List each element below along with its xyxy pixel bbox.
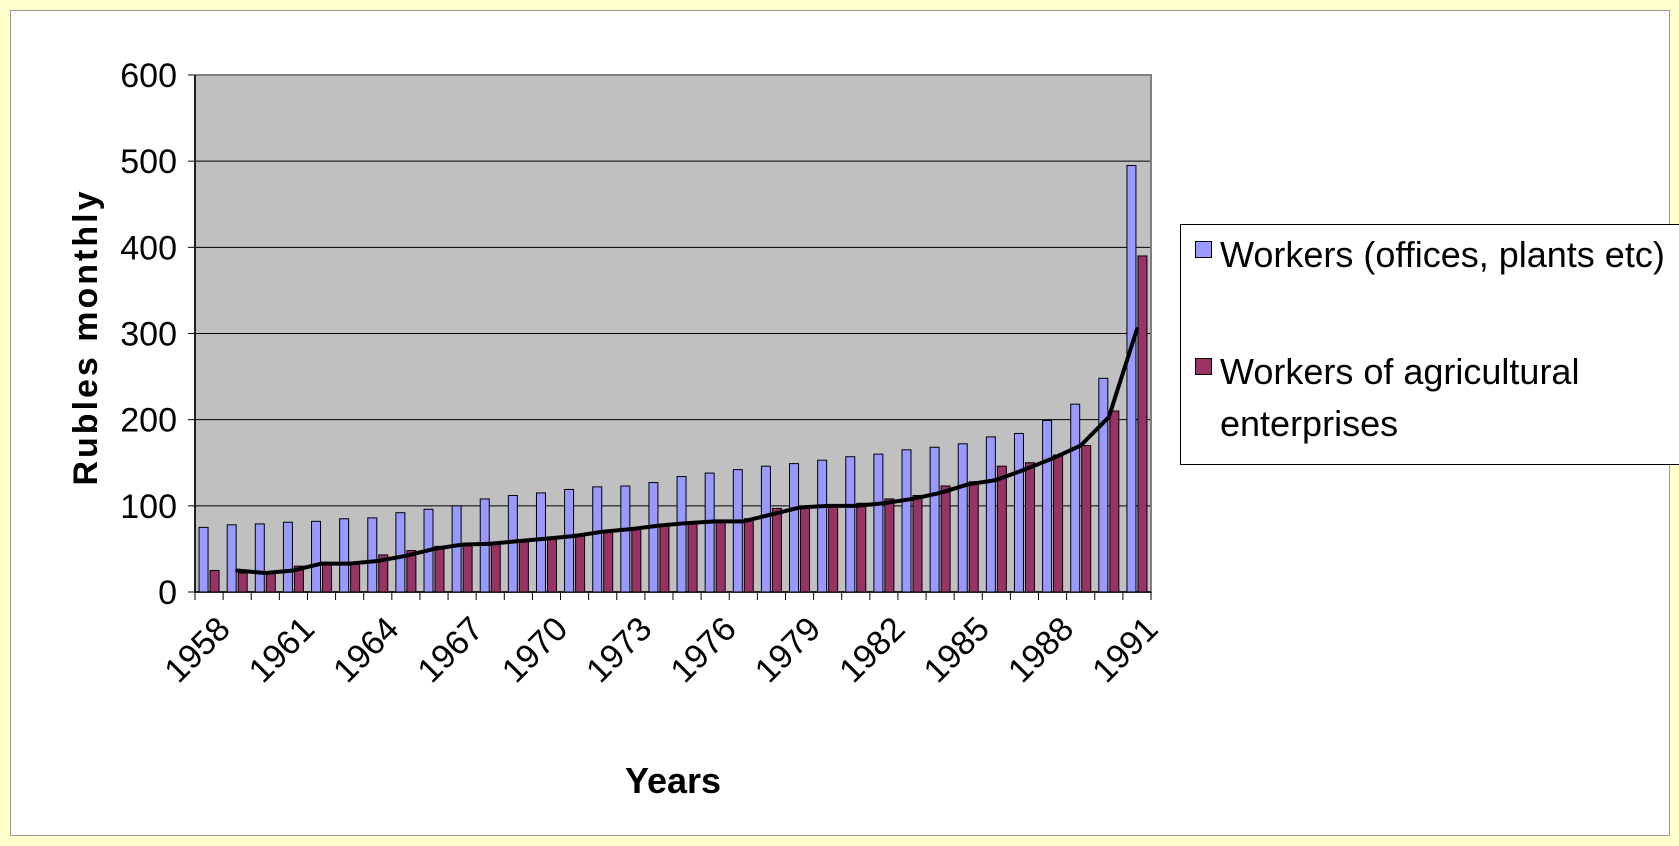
bar-agricultural [659,525,670,593]
x-tick-label: 1964 [326,610,406,690]
y-tick-label: 500 [120,143,177,181]
bar-workers [845,456,856,593]
bar-agricultural [237,572,248,593]
x-tick-label: 1967 [410,610,490,690]
bar-agricultural [378,554,389,593]
bar-agricultural [1081,445,1092,593]
bar-workers [592,486,603,593]
bar-workers [901,449,912,593]
bar-workers [1098,377,1109,593]
bar-agricultural [1109,410,1120,593]
bar-workers [535,492,546,593]
legend-label-workers: Workers (offices, plants etc) [1220,234,1665,275]
x-tick-label: 1970 [495,610,575,690]
x-axis-title: Years [625,760,721,801]
bar-agricultural [490,542,501,593]
bar-workers [254,523,265,593]
bar-agricultural [996,465,1007,593]
bar-workers [339,518,350,593]
bar-workers [1013,432,1024,593]
bar-agricultural [715,521,726,593]
bar-agricultural [968,481,979,593]
x-tick-label: 1973 [579,610,659,690]
bar-agricultural [350,562,361,593]
bar-agricultural [884,498,895,593]
bar-agricultural [856,502,867,593]
y-tick-label: 300 [120,316,177,354]
bar-workers [395,512,406,593]
bar-workers [648,482,659,593]
bar-agricultural [209,569,220,593]
bar-agricultural [322,563,333,593]
x-tick-label: 1976 [663,610,743,690]
bar-workers [1070,403,1081,593]
bar-agricultural [518,539,529,593]
bar-agricultural [293,565,304,593]
x-tick-label: 1991 [1085,610,1165,690]
y-tick-label: 0 [158,574,177,612]
bar-workers [929,446,940,593]
trend-line [235,327,1139,576]
bar-workers [817,459,828,593]
bar-workers [732,469,743,593]
bar-agricultural [575,533,586,593]
y-tick-label: 600 [120,57,177,95]
bar-agricultural [462,544,473,593]
x-tick-label: 1961 [242,610,322,690]
x-tick-label: 1982 [832,610,912,690]
legend-item-workers: Workers (offices, plants etc) [1195,229,1665,281]
bar-agricultural [1024,462,1035,593]
legend-label-agricultural: Workers of agricultural enterprises [1220,351,1580,444]
bar-agricultural [940,485,951,593]
x-tick-label: 1985 [917,610,997,690]
y-tick-label: 100 [120,488,177,526]
legend-swatch-agricultural [1195,358,1212,375]
bar-workers [620,485,631,593]
bar-agricultural [743,518,754,593]
bar-workers [451,505,462,593]
bar-workers [789,463,800,593]
x-tick-label: 1979 [748,610,828,690]
y-tick-label: 200 [120,402,177,440]
bar-agricultural [687,522,698,593]
y-axis-title: Rubles monthly [67,188,105,485]
bar-workers [985,436,996,593]
bar-workers [873,453,884,593]
bar-agricultural [406,550,417,593]
bar-agricultural [800,506,811,593]
y-tick-label: 400 [120,229,177,267]
legend-item-agricultural: Workers of agricultural enterprises [1195,346,1679,450]
bar-workers [1126,164,1137,593]
bar-workers [367,517,378,593]
bar-agricultural [546,537,557,593]
bar-agricultural [265,572,276,593]
bar-workers [957,443,968,593]
bar-workers [1042,420,1053,593]
x-tick-label: 1958 [157,610,237,690]
bar-agricultural [631,527,642,593]
bar-agricultural [828,504,839,593]
bar-agricultural [771,507,782,593]
x-tick-label: 1988 [1001,610,1081,690]
legend: Workers (offices, plants etc) Workers of… [1180,224,1679,465]
bar-workers [564,488,575,593]
bar-agricultural [434,545,445,593]
bar-workers [760,465,771,593]
bar-workers [704,472,715,593]
bar-workers [676,476,687,593]
legend-swatch-workers [1195,241,1212,258]
bar-agricultural [603,531,614,593]
bar-agricultural [1137,255,1148,593]
bar-agricultural [1053,454,1064,593]
bar-workers [282,521,293,593]
bar-workers [311,520,322,593]
chart-frame: 0 100 200 300 400 500 600 1958 1961 1964 1967 1970 1… [10,10,1679,836]
bar-workers [226,524,237,593]
bar-agricultural [912,494,923,593]
bar-workers [198,526,209,593]
